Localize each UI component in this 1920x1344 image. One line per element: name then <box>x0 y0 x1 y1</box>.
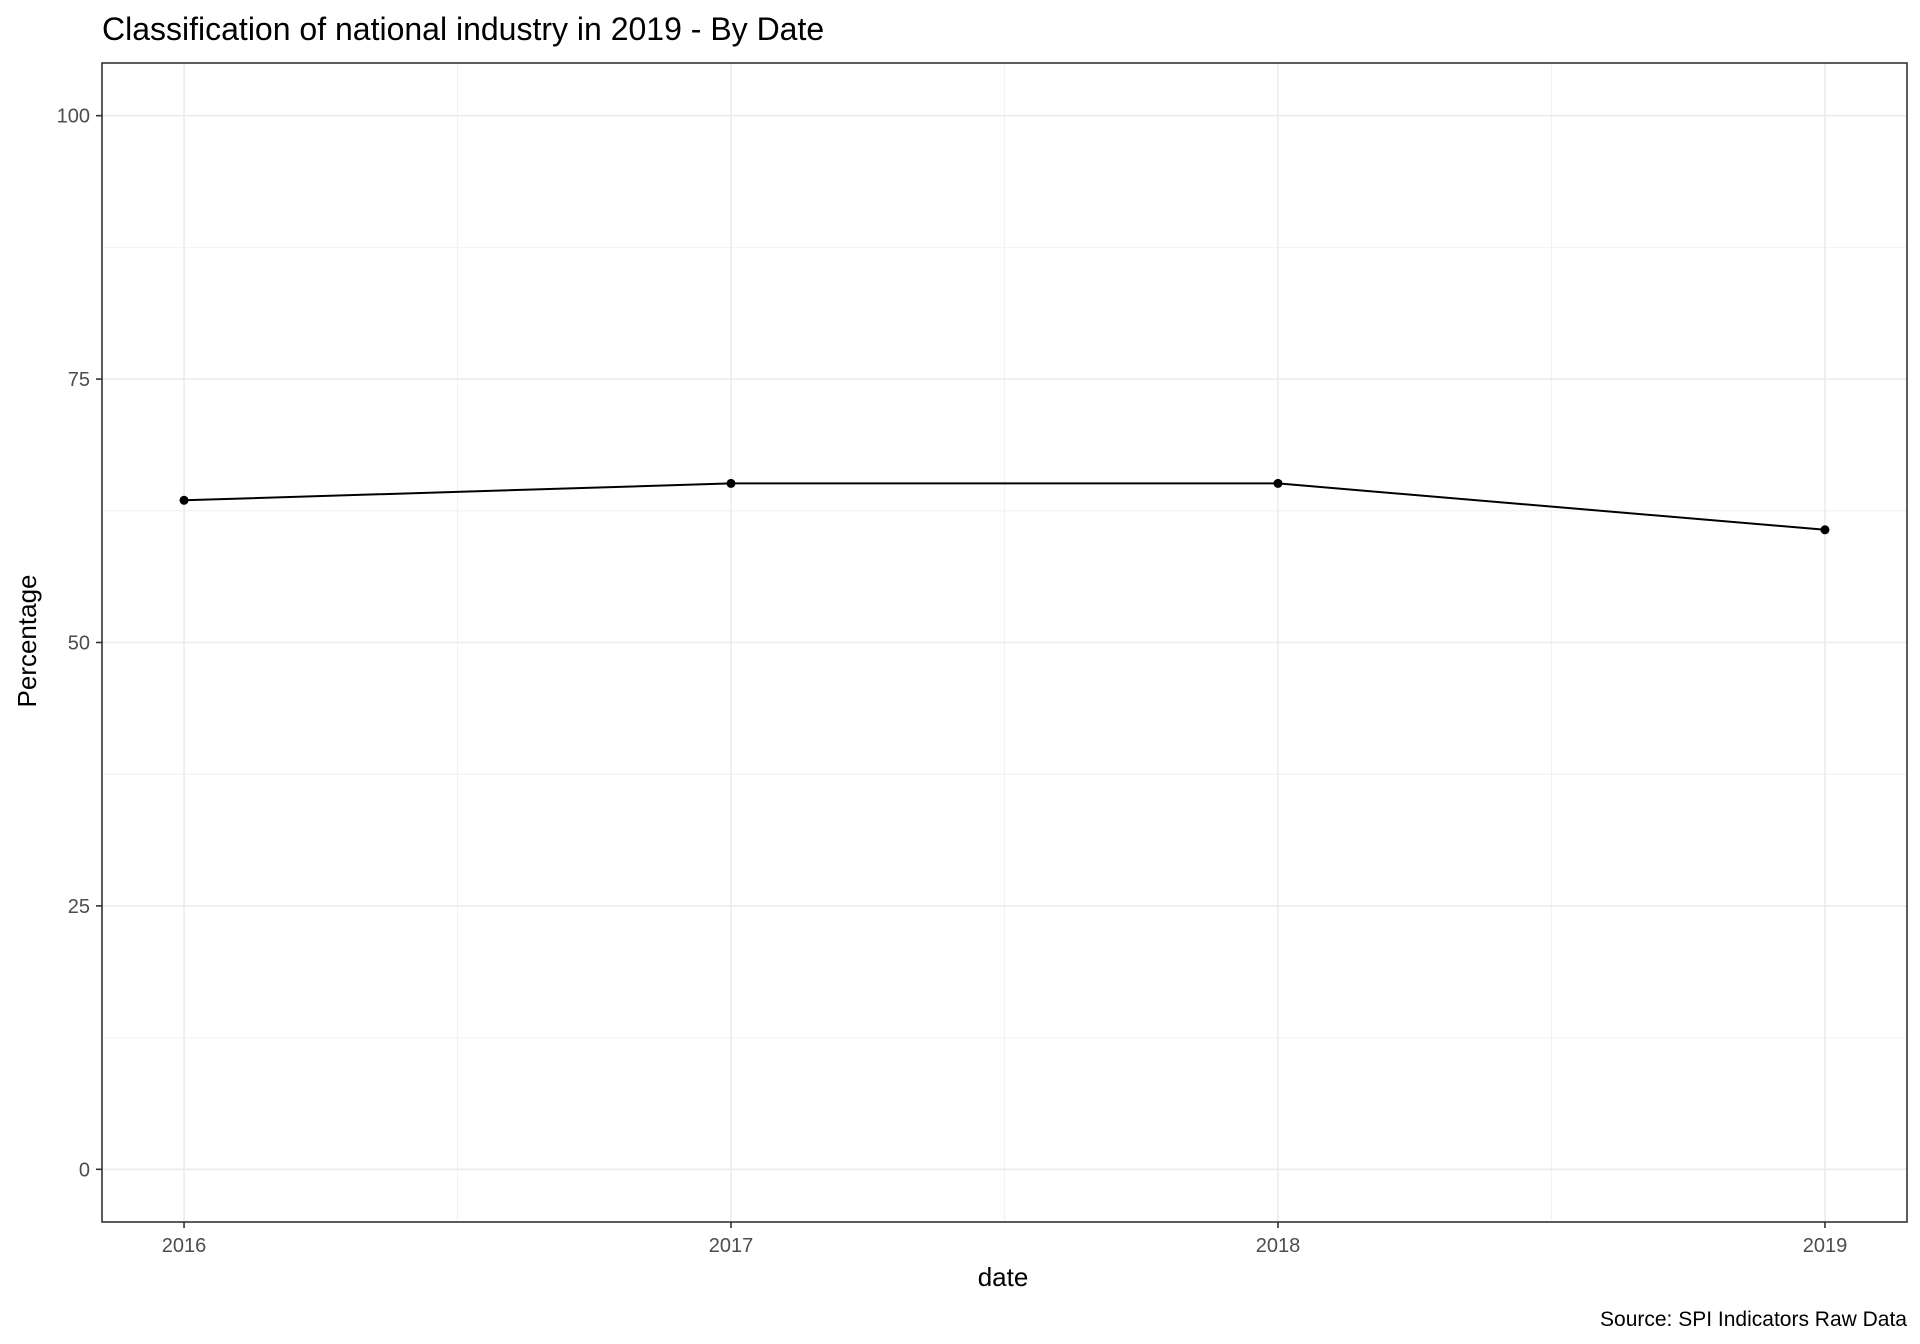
y-axis-title: Percentage <box>12 575 42 708</box>
data-point <box>726 478 736 488</box>
x-tick-label: 2018 <box>1256 1235 1301 1257</box>
series-layer <box>179 478 1830 535</box>
y-tick-label: 100 <box>57 106 90 128</box>
major-gridlines <box>102 63 1907 1222</box>
x-tick-label: 2016 <box>162 1235 207 1257</box>
chart-caption: Source: SPI Indicators Raw Data <box>1600 1308 1907 1331</box>
y-axis-ticks: 0 25 50 75 100 <box>57 106 102 1181</box>
y-tick-label: 50 <box>68 633 90 655</box>
data-point <box>1273 478 1283 488</box>
x-axis-title: date <box>978 1262 1029 1292</box>
data-point <box>1820 525 1830 535</box>
y-tick-label: 25 <box>68 896 90 918</box>
data-point <box>179 495 189 505</box>
series-line <box>184 482 1826 531</box>
x-axis-ticks: 2016 2017 2018 2019 <box>162 1222 1847 1257</box>
chart-title: Classification of national industry in 2… <box>102 11 824 47</box>
y-tick-label: 0 <box>79 1159 90 1181</box>
x-tick-label: 2017 <box>709 1235 754 1257</box>
y-tick-label: 75 <box>68 369 90 391</box>
x-tick-label: 2019 <box>1803 1235 1848 1257</box>
